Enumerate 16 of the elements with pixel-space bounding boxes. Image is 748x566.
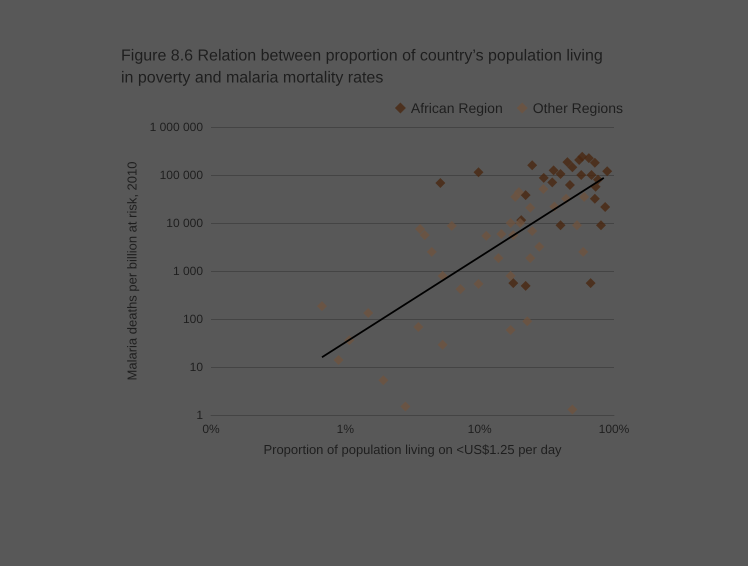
x-tick-label: 100% [598,422,630,436]
legend-label: African Region [410,100,503,116]
y-tick-label: 10 000 [166,216,204,230]
legend-label: Other Regions [532,100,624,116]
y-tick-label: 1 000 [172,264,204,278]
x-axis-title: Proportion of population living on <US$1.25 per day [263,442,562,457]
y-tick-label: 1 [196,408,204,422]
x-tick-label: 10% [468,422,492,436]
y-tick-label: 100 [182,312,204,326]
y-tick-label: 100 000 [160,168,204,182]
x-tick-label: 1% [336,422,354,436]
y-tick-label: 10 [190,360,204,374]
x-tick-label: 0% [202,422,220,436]
chart-title: Figure 8.6 Relation between proportion of country’s population living in poverty and malaria mortality rates [121,48,608,86]
y-axis-title: Malaria deaths per billion at risk, 2010 [124,162,140,380]
y-tick-label: 1 000 000 [150,120,204,134]
